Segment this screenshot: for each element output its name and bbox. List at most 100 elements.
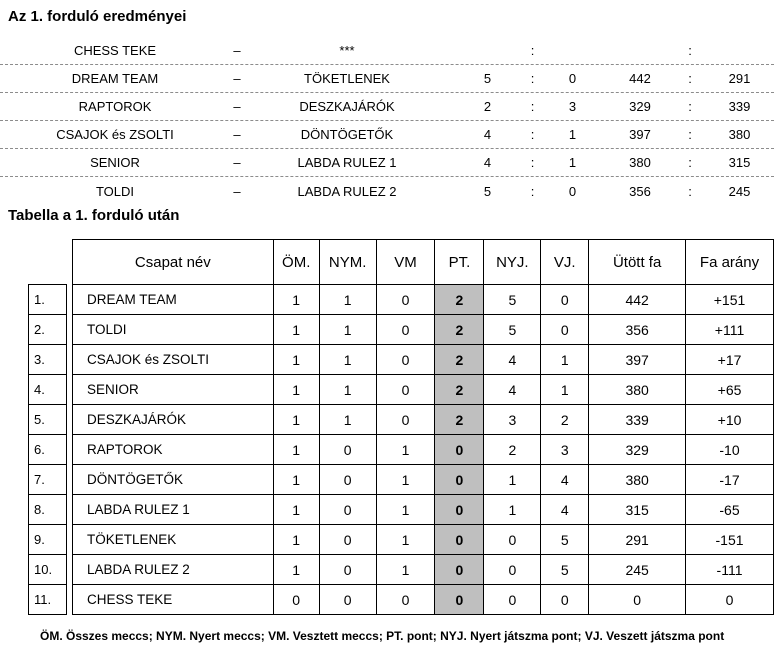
standings-row: DÖNTÖGETŐK 1 0 1 0 1 4 380 -17	[71, 464, 774, 495]
away-pins: 380	[728, 127, 751, 142]
team-name-cell: CHESS TEKE	[71, 584, 274, 615]
fa-arany-cell: +111	[685, 314, 774, 345]
vm-cell: 0	[375, 404, 436, 435]
vs-dash: –	[233, 183, 241, 199]
standings-row: DREAM TEAM 1 1 0 2 5 0 442 +151	[71, 284, 774, 315]
team-name-cell: TOLDI	[71, 314, 274, 345]
standings-table: Csapat név ÖM. NYM. VM PT. NYJ. VJ. Ütöt…	[71, 239, 774, 615]
team-name-cell: DREAM TEAM	[71, 284, 274, 315]
rank-cell: 9.	[28, 524, 67, 555]
vj-cell: 0	[540, 284, 590, 315]
team-name-cell: RAPTOROK	[71, 434, 274, 465]
home-team-name: DREAM TEAM	[71, 71, 159, 86]
rank-row: 10.	[28, 554, 67, 585]
standings-row: CHESS TEKE 0 0 0 0 0 0 0 0	[71, 584, 774, 615]
pt-cell: 0	[434, 524, 485, 555]
vj-cell: 2	[540, 404, 590, 435]
om-cell: 1	[272, 314, 320, 345]
standings-row: LABDA RULEZ 2 1 0 1 0 0 5 245 -111	[71, 554, 774, 585]
nyj-cell: 3	[483, 404, 542, 435]
rank-row: 5.	[28, 404, 67, 435]
fa-arany-cell: +17	[685, 344, 774, 375]
team-name-cell: SENIOR	[71, 374, 274, 405]
nym-cell: 1	[318, 374, 377, 405]
pt-cell: 0	[434, 554, 485, 585]
utott-fa-cell: 380	[588, 374, 687, 405]
standings-body: DREAM TEAM 1 1 0 2 5 0 442 +151 TOLDI 1 …	[71, 284, 774, 615]
away-score: 1	[568, 155, 577, 170]
vs-dash: –	[233, 127, 241, 142]
home-team-name: TOLDI	[95, 183, 135, 199]
away-team-name: DESZKAJÁRÓK	[299, 99, 395, 114]
away-pins: 315	[728, 155, 751, 170]
vm-cell: 1	[375, 434, 436, 465]
home-team-name: CHESS TEKE	[73, 43, 157, 58]
vm-cell: 0	[375, 344, 436, 375]
away-pins: 245	[728, 183, 751, 199]
vj-cell: 4	[540, 464, 590, 495]
score-colon: :	[530, 127, 535, 142]
om-cell: 1	[272, 404, 320, 435]
rank-cell: 2.	[28, 314, 67, 345]
col-header-vm: VM	[375, 239, 436, 285]
vj-cell: 1	[540, 374, 590, 405]
rank-cell: 7.	[28, 464, 67, 495]
result-row: RAPTOROK – DESZKAJÁRÓK 2 : 3 329 : 339	[0, 93, 774, 121]
vj-cell: 4	[540, 494, 590, 525]
pt-cell: 2	[434, 314, 485, 345]
standings-header-row: Csapat név ÖM. NYM. VM PT. NYJ. VJ. Ütöt…	[71, 239, 774, 285]
utott-fa-cell: 329	[588, 434, 687, 465]
rank-row: 1.	[28, 284, 67, 315]
col-header-vj: VJ.	[540, 239, 590, 285]
standings-row: LABDA RULEZ 1 1 0 1 0 1 4 315 -65	[71, 494, 774, 525]
rank-cell: 10.	[28, 554, 67, 585]
rank-cell: 3.	[28, 344, 67, 375]
vm-cell: 0	[375, 374, 436, 405]
standings-row: DESZKAJÁRÓK 1 1 0 2 3 2 339 +10	[71, 404, 774, 435]
home-pins: 442	[629, 71, 651, 86]
legend-text: ÖM. Összes meccs; NYM. Nyert meccs; VM. …	[40, 629, 725, 643]
rank-row: 2.	[28, 314, 67, 345]
standings-row: CSAJOK és ZSOLTI 1 1 0 2 4 1 397 +17	[71, 344, 774, 375]
fa-arany-cell: -111	[685, 554, 774, 585]
om-cell: 1	[272, 464, 320, 495]
utott-fa-cell: 380	[588, 464, 687, 495]
away-score: 0	[568, 71, 577, 86]
away-team-name: TÖKETLENEK	[304, 71, 390, 86]
away-team-name: DÖNTÖGETŐK	[300, 127, 394, 142]
away-score: 0	[568, 183, 577, 199]
nyj-cell: 5	[483, 284, 542, 315]
rank-row: 7.	[28, 464, 67, 495]
team-name-cell: TÖKETLENEK	[71, 524, 274, 555]
col-header-fa-arany: Fa arány	[685, 239, 774, 285]
away-score: 3	[568, 99, 577, 114]
pins-colon: :	[688, 127, 692, 142]
om-cell: 1	[272, 524, 320, 555]
home-score: 4	[483, 155, 492, 170]
away-team-name: ***	[339, 43, 355, 58]
away-pins: 339	[728, 99, 751, 114]
utott-fa-cell: 245	[588, 554, 687, 585]
om-cell: 1	[272, 434, 320, 465]
vs-dash: –	[233, 71, 241, 86]
utott-fa-cell: 397	[588, 344, 687, 375]
results-list: CHESS TEKE – *** : : DREAM TEAM – TÖKETL…	[0, 37, 774, 205]
om-cell: 1	[272, 284, 320, 315]
team-name-cell: DÖNTÖGETŐK	[71, 464, 274, 495]
nyj-cell: 4	[483, 344, 542, 375]
pins-colon: :	[688, 43, 692, 58]
pt-cell: 0	[434, 434, 485, 465]
score-colon: :	[530, 99, 535, 114]
home-pins: 397	[629, 127, 651, 142]
vj-cell: 5	[540, 554, 590, 585]
standings-row: TÖKETLENEK 1 0 1 0 0 5 291 -151	[71, 524, 774, 555]
vs-dash: –	[233, 155, 241, 170]
pt-cell: 2	[434, 404, 485, 435]
home-score: 5	[483, 183, 492, 199]
pt-cell: 0	[434, 494, 485, 525]
rank-column-body: 1. 2. 3. 4. 5. 6. 7. 8. 9. 10. 11.	[28, 284, 67, 615]
team-name-cell: LABDA RULEZ 1	[71, 494, 274, 525]
nym-cell: 1	[318, 314, 377, 345]
fa-arany-cell: -17	[685, 464, 774, 495]
